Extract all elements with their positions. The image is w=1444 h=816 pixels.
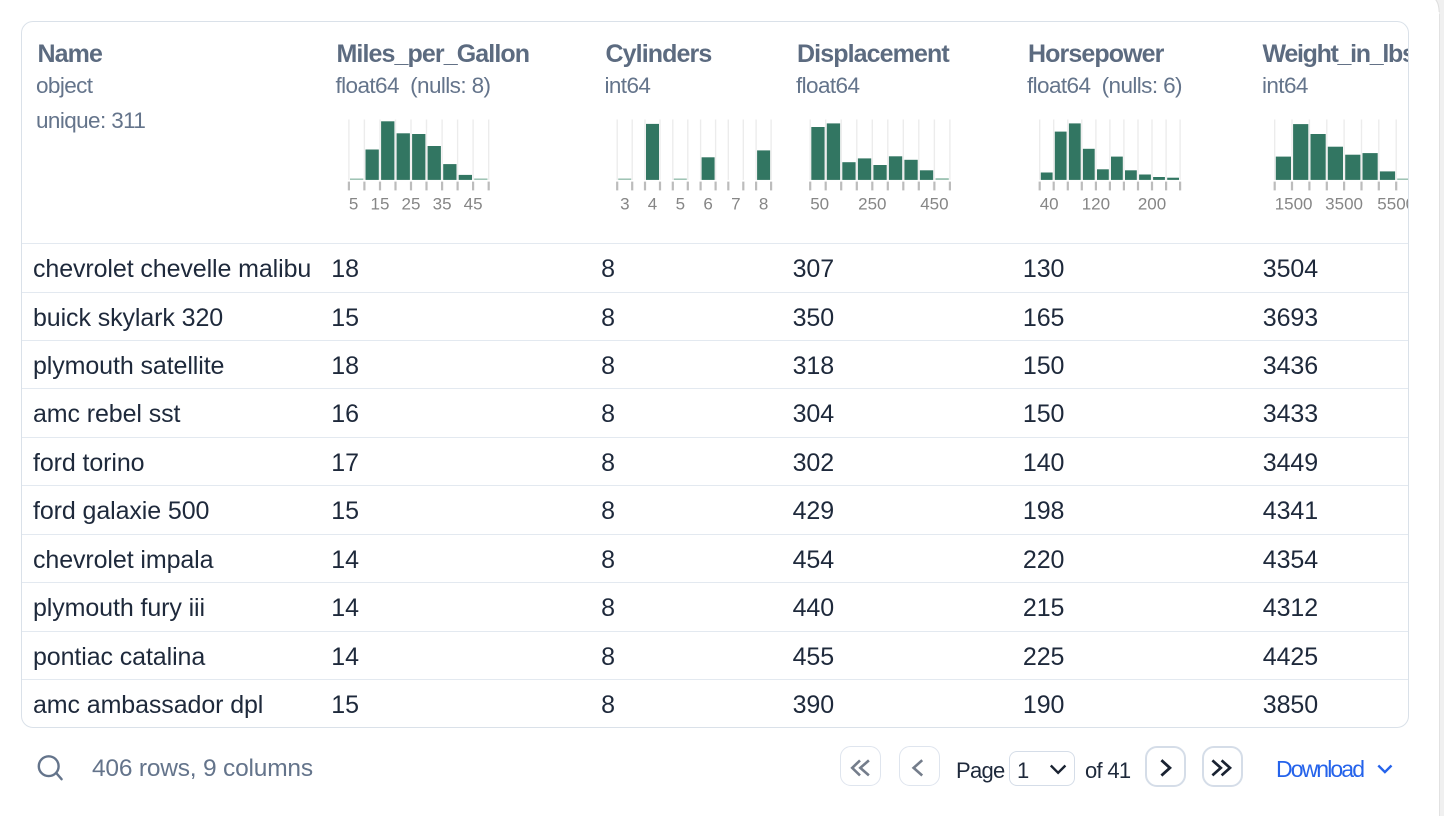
svg-text:3500: 3500 [1325,195,1363,214]
svg-text:8: 8 [759,195,768,214]
svg-text:40: 40 [1040,195,1059,214]
svg-text:3: 3 [620,195,629,214]
svg-text:5: 5 [676,195,685,214]
svg-text:120: 120 [1082,195,1110,214]
svg-text:5500: 5500 [1377,195,1409,214]
svg-text:15: 15 [371,195,390,214]
svg-text:45: 45 [464,195,483,214]
svg-text:4: 4 [648,195,657,214]
svg-text:250: 250 [858,195,886,214]
svg-text:7: 7 [731,195,740,214]
svg-text:200: 200 [1138,195,1166,214]
svg-text:25: 25 [402,195,421,214]
svg-text:1500: 1500 [1275,195,1313,214]
svg-text:35: 35 [433,195,452,214]
svg-text:5: 5 [349,195,358,214]
svg-text:50: 50 [810,195,829,214]
svg-text:6: 6 [703,195,712,214]
svg-text:450: 450 [920,195,948,214]
